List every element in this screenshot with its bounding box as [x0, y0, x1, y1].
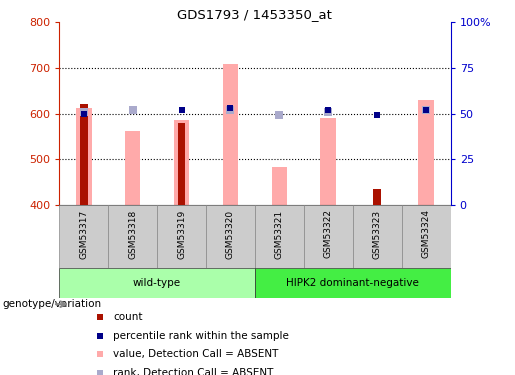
Bar: [178, 123, 185, 205]
Bar: [320, 118, 336, 205]
Bar: [402, 205, 451, 268]
Text: GSM53322: GSM53322: [324, 209, 333, 258]
Bar: [418, 100, 434, 205]
Text: genotype/variation: genotype/variation: [3, 299, 101, 309]
Text: GSM53318: GSM53318: [128, 209, 137, 259]
Text: percentile rank within the sample: percentile rank within the sample: [113, 331, 289, 341]
Text: rank, Detection Call = ABSENT: rank, Detection Call = ABSENT: [113, 368, 273, 375]
Bar: [353, 205, 402, 268]
Text: GSM53320: GSM53320: [226, 209, 235, 258]
Text: HIPK2 dominant-negative: HIPK2 dominant-negative: [286, 278, 419, 288]
Bar: [373, 189, 381, 205]
Text: GSM53321: GSM53321: [275, 209, 284, 258]
Bar: [222, 64, 238, 205]
Bar: [271, 167, 287, 205]
Text: GSM53324: GSM53324: [422, 209, 431, 258]
Text: value, Detection Call = ABSENT: value, Detection Call = ABSENT: [113, 349, 279, 359]
Bar: [255, 268, 451, 298]
Bar: [174, 120, 190, 205]
Text: GSM53319: GSM53319: [177, 209, 186, 259]
Bar: [304, 205, 353, 268]
Text: GSM53317: GSM53317: [79, 209, 88, 259]
Text: GSM53323: GSM53323: [373, 209, 382, 258]
Bar: [76, 108, 92, 205]
Bar: [206, 205, 255, 268]
Bar: [59, 205, 108, 268]
Bar: [59, 268, 255, 298]
Bar: [157, 205, 206, 268]
Bar: [80, 104, 88, 205]
Title: GDS1793 / 1453350_at: GDS1793 / 1453350_at: [178, 8, 332, 21]
Bar: [255, 205, 304, 268]
Bar: [125, 131, 141, 205]
Bar: [108, 205, 157, 268]
Text: count: count: [113, 312, 143, 322]
Text: wild-type: wild-type: [133, 278, 181, 288]
